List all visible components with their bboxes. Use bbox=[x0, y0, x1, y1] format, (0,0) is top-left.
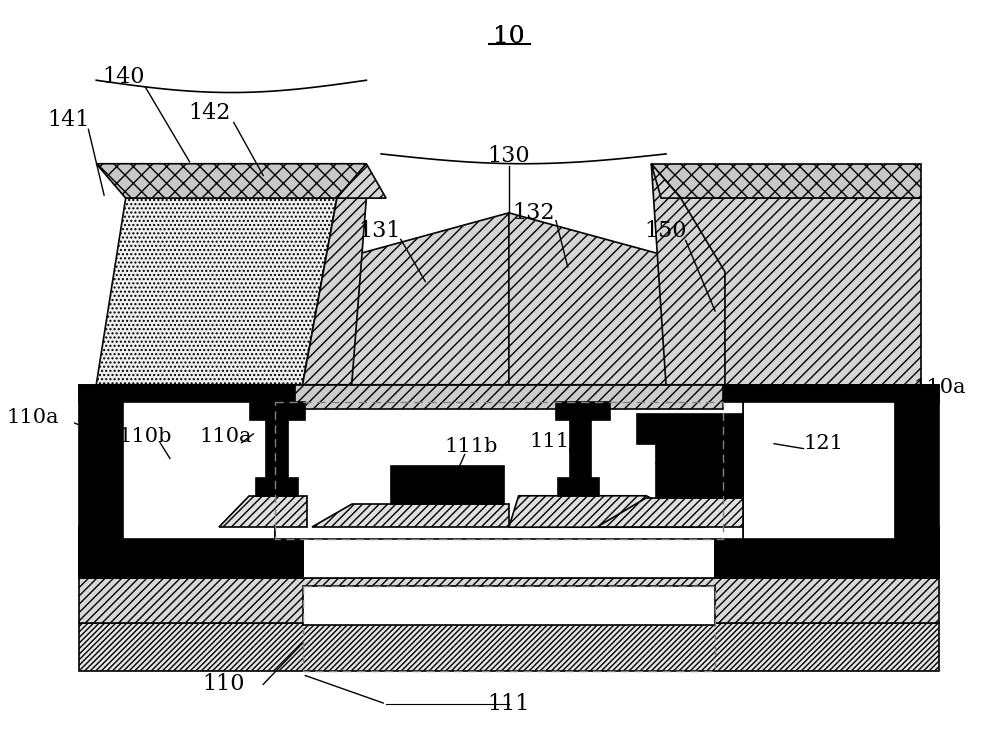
Text: 110: 110 bbox=[203, 673, 245, 695]
Polygon shape bbox=[509, 212, 725, 385]
Polygon shape bbox=[337, 163, 386, 198]
Polygon shape bbox=[597, 498, 743, 528]
Polygon shape bbox=[556, 403, 610, 420]
Polygon shape bbox=[391, 467, 504, 504]
Polygon shape bbox=[312, 504, 509, 528]
Polygon shape bbox=[123, 403, 275, 539]
Text: 141: 141 bbox=[48, 108, 90, 131]
Polygon shape bbox=[715, 528, 939, 578]
Text: 111a: 111a bbox=[530, 432, 582, 451]
Polygon shape bbox=[219, 496, 307, 528]
Polygon shape bbox=[681, 198, 921, 385]
Polygon shape bbox=[79, 537, 303, 578]
Polygon shape bbox=[558, 478, 599, 496]
Polygon shape bbox=[570, 420, 591, 484]
Polygon shape bbox=[303, 198, 366, 385]
Polygon shape bbox=[509, 496, 705, 528]
Polygon shape bbox=[651, 163, 921, 198]
Text: 121: 121 bbox=[803, 434, 843, 453]
Text: 110a: 110a bbox=[914, 378, 966, 398]
Text: 132: 132 bbox=[512, 202, 555, 224]
Text: 10: 10 bbox=[493, 25, 525, 48]
Text: 142: 142 bbox=[188, 102, 230, 123]
Text: 110b: 110b bbox=[119, 427, 172, 447]
Polygon shape bbox=[293, 212, 509, 385]
Polygon shape bbox=[256, 478, 298, 496]
Polygon shape bbox=[79, 385, 123, 578]
Polygon shape bbox=[250, 403, 305, 420]
Polygon shape bbox=[656, 444, 743, 464]
Polygon shape bbox=[96, 198, 337, 385]
Text: 10: 10 bbox=[493, 25, 525, 48]
Polygon shape bbox=[637, 415, 743, 444]
Polygon shape bbox=[79, 385, 295, 403]
Polygon shape bbox=[303, 528, 715, 578]
Text: 131: 131 bbox=[358, 219, 400, 241]
Text: 110a: 110a bbox=[200, 427, 252, 447]
Polygon shape bbox=[79, 623, 939, 671]
Polygon shape bbox=[303, 586, 715, 626]
Polygon shape bbox=[651, 163, 725, 385]
Polygon shape bbox=[715, 537, 939, 578]
Polygon shape bbox=[743, 403, 895, 539]
Polygon shape bbox=[79, 528, 939, 578]
Polygon shape bbox=[79, 577, 939, 623]
Text: 140: 140 bbox=[103, 66, 145, 88]
Polygon shape bbox=[96, 163, 366, 198]
Text: 130: 130 bbox=[488, 145, 530, 167]
Polygon shape bbox=[895, 385, 939, 578]
Polygon shape bbox=[651, 163, 681, 198]
Polygon shape bbox=[79, 528, 303, 578]
Polygon shape bbox=[295, 385, 723, 409]
Polygon shape bbox=[266, 420, 288, 484]
Text: 110a: 110a bbox=[6, 408, 59, 426]
Text: 150: 150 bbox=[645, 219, 687, 241]
Polygon shape bbox=[656, 464, 743, 498]
Text: 111: 111 bbox=[488, 693, 530, 715]
Text: 111b: 111b bbox=[445, 437, 498, 456]
Polygon shape bbox=[275, 403, 743, 539]
Polygon shape bbox=[723, 385, 939, 403]
